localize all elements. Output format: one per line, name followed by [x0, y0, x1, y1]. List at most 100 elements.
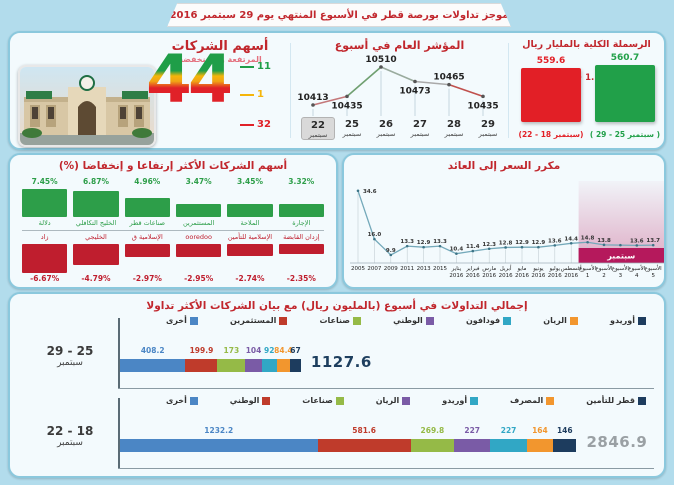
svg-text:2016: 2016 [449, 273, 463, 279]
capitalization-caption: (22 - 18 سبتمبر) [518, 130, 584, 139]
pe-x-label: الأسبوع [595, 264, 613, 272]
pe-point-value: 13.6 [630, 238, 644, 244]
loser-bar [124, 244, 170, 274]
bar-segment [526, 439, 553, 452]
bar-segment [120, 359, 186, 372]
movers-column: 4.96% صناعات قطر الإسلامية ق -2.97% [124, 177, 170, 284]
svg-text:4: 4 [635, 273, 639, 279]
loser-name: زاد [40, 233, 49, 241]
loser-bar [227, 244, 273, 274]
segment-value: 164 [532, 426, 548, 435]
pe-x-label: أبريل [500, 264, 512, 272]
svg-text:2016: 2016 [548, 273, 562, 279]
legend-swatch [637, 396, 646, 405]
pe-x-label: أغسطس [561, 264, 582, 272]
total-companies-number: 44 [146, 41, 234, 118]
index-day-labels: 22 سبتمبر 25 سبتمبر 26 سبتمبر 27 سبتمبر 28 سبتمبر… [301, 117, 505, 140]
callout-count: 11 [257, 61, 271, 72]
legend-swatch [279, 316, 288, 325]
pe-x-label: 2005 [351, 266, 365, 272]
legend-item: فودافون [465, 316, 512, 325]
legend-item: صناعات [302, 396, 344, 405]
legend-item: أوريدو [610, 316, 646, 325]
gainer-bar [227, 187, 273, 217]
legend-label: الريان [375, 396, 400, 405]
stacked-bar [120, 359, 301, 372]
loser-name: الخليجي [85, 233, 107, 241]
bar-segment [245, 359, 262, 372]
legend-swatch [189, 316, 198, 325]
bar-segment [261, 359, 277, 372]
movers-column: 3.45% الملاحة الإسلامية للتأمين -2.74% [227, 177, 273, 284]
pe-point-value: 10.4 [450, 247, 464, 253]
gainer-name: الخليج التكافلي [75, 219, 117, 227]
stacked-bar [120, 439, 577, 452]
total-value: 2846.9 [586, 433, 648, 451]
legend-swatch [546, 396, 555, 405]
capitalization-value: 559.6 [536, 56, 566, 66]
legend-swatch [425, 316, 434, 325]
loser-bar [175, 244, 222, 274]
bar-segment [553, 439, 577, 452]
legend-label: المستثمرين [229, 316, 277, 325]
legend-label: المصرف [510, 396, 544, 405]
capitalization-value: 560.7 [610, 53, 640, 63]
pe-x-label: الأسبوع [579, 264, 597, 272]
index-chart-title: المؤشر العام في أسبوع [334, 39, 465, 52]
legend-label: أخرى [166, 396, 187, 405]
movers-title: أسهم الشركات الأكثر إرتفاعا و إنخفاضا (%… [58, 160, 288, 172]
pe-point-value: 12.8 [499, 240, 513, 246]
legend-swatch [335, 396, 344, 405]
gainer-value: 3.47% [185, 177, 212, 186]
movers-column: 3.47% المستثمرين ooredoo -2.95% [175, 177, 222, 284]
pe-x-label: يونيو [532, 266, 544, 272]
legend-label: فودافون [465, 316, 501, 325]
loser-name: الإسلامية ق [131, 233, 163, 241]
pe-x-label: يناير [451, 266, 462, 272]
segment-value: 269.8 [420, 426, 445, 435]
index-day-label: 22 سبتمبر [301, 117, 335, 140]
svg-text:2016: 2016 [482, 273, 496, 279]
legend-label: أخرى [166, 316, 187, 325]
top-summary-panel: أسهم الشركات المرتفعة و المنخفضة 44 1113… [8, 31, 666, 150]
loser-bar [22, 244, 68, 274]
shares-callout: 32 [240, 119, 271, 130]
building-illustration [20, 67, 154, 145]
legend-swatch [189, 396, 198, 405]
svg-text:5: 5 [651, 273, 655, 279]
index-point-value: 10435 [467, 101, 498, 111]
movers-divider-line [22, 230, 324, 231]
pe-point-value: 13.3 [433, 239, 447, 245]
bar-segment [453, 439, 491, 452]
legend-label: الريان [543, 316, 567, 325]
legend-item: الريان [543, 316, 578, 325]
segment-value: 1232.2 [204, 426, 234, 435]
divider [290, 43, 291, 138]
legend-label: صناعات [302, 396, 333, 405]
pe-point-value: 9.9 [386, 248, 396, 254]
movers-columns: 7.45% دلالة زاد -6.67% 6.87% الخليج التكافلي ا… [22, 177, 324, 284]
pe-point-value: 13.6 [548, 238, 562, 244]
legend-label: صناعات [319, 316, 350, 325]
baseline [118, 388, 654, 389]
pe-point-value: 12.9 [532, 240, 546, 246]
turnover-panel: إجمالي التداولات في أسبوع (بالمليون ريال… [8, 292, 666, 478]
index-day-label: 26 سبتمبر [376, 119, 396, 138]
callout-count: 32 [257, 119, 271, 130]
total-value: 1127.6 [310, 353, 372, 371]
september-band-strip [578, 248, 664, 263]
segment-value: 92 [264, 346, 275, 355]
pe-x-label: الأسبوع [645, 264, 663, 272]
bar-segment [276, 359, 291, 372]
legend-swatch [470, 396, 479, 405]
index-day-label: 27 سبتمبر [410, 119, 430, 138]
callout-line [240, 93, 254, 96]
turnover-legend: أخرى الوطني صناعات الريان أوريدو المصرف قطر لل… [166, 396, 646, 405]
pe-point-value: 12.3 [482, 242, 496, 248]
pe-x-label: 2009 [384, 266, 398, 272]
movers-column: 6.87% الخليج التكافلي الخليجي -4.79% [73, 177, 119, 284]
pe-x-label: 2015 [433, 266, 447, 272]
legend-label: الوطني [229, 396, 260, 405]
segment-value: 146 [556, 426, 573, 435]
